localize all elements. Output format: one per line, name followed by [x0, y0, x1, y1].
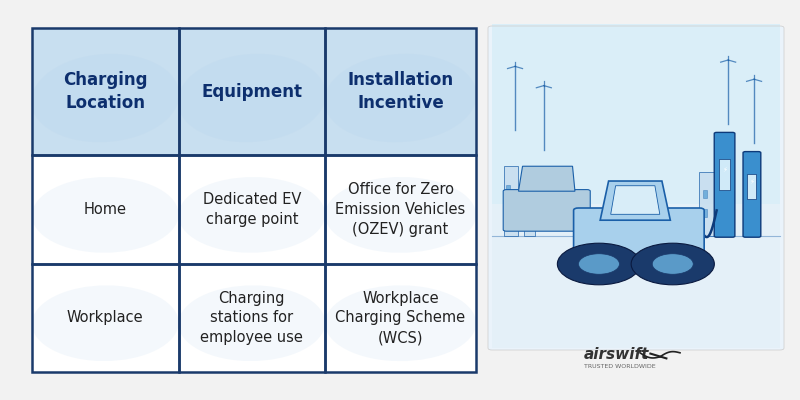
Ellipse shape [178, 177, 325, 253]
Ellipse shape [32, 285, 178, 361]
Bar [526, 199, 529, 205]
Text: Workplace: Workplace [67, 310, 143, 325]
Bar [492, 24, 780, 204]
Ellipse shape [32, 177, 178, 253]
Bar [503, 166, 518, 236]
Polygon shape [610, 186, 660, 214]
Text: ⚡: ⚡ [750, 179, 754, 185]
Bar [703, 190, 707, 198]
Polygon shape [178, 264, 325, 372]
Bar [526, 214, 529, 221]
FancyBboxPatch shape [488, 26, 784, 350]
Text: airswift: airswift [584, 347, 650, 362]
Bar [747, 174, 757, 198]
Bar [524, 185, 535, 236]
Text: Installation
Incentive: Installation Incentive [347, 71, 454, 112]
Polygon shape [325, 264, 476, 372]
Circle shape [558, 243, 641, 285]
Polygon shape [325, 155, 476, 264]
Polygon shape [518, 166, 575, 191]
Text: Home: Home [84, 202, 126, 217]
Bar [722, 191, 734, 236]
Polygon shape [32, 28, 178, 155]
Text: Office for Zero
Emission Vehicles
(OZEV) grant: Office for Zero Emission Vehicles (OZEV)… [335, 182, 466, 237]
Bar [506, 185, 510, 194]
Bar [703, 209, 707, 217]
Polygon shape [32, 155, 178, 264]
Bar [725, 204, 727, 209]
Bar [742, 178, 757, 236]
Text: TRUSTED WORLDWIDE: TRUSTED WORLDWIDE [584, 364, 656, 369]
Circle shape [631, 243, 714, 285]
Bar [492, 204, 780, 348]
Text: Dedicated EV
charge point: Dedicated EV charge point [202, 192, 301, 227]
Polygon shape [178, 28, 325, 155]
Ellipse shape [325, 285, 476, 361]
Ellipse shape [325, 54, 477, 142]
Ellipse shape [31, 54, 179, 142]
Circle shape [652, 254, 694, 274]
Ellipse shape [178, 285, 325, 361]
Bar [719, 159, 730, 190]
FancyBboxPatch shape [574, 208, 704, 267]
Text: ⚡: ⚡ [722, 166, 727, 172]
Text: Workplace
Charging Scheme
(WCS): Workplace Charging Scheme (WCS) [335, 290, 466, 345]
Bar [506, 206, 510, 215]
Bar [746, 194, 749, 202]
Polygon shape [32, 264, 178, 372]
Text: Charging
Location: Charging Location [63, 71, 147, 112]
Polygon shape [178, 155, 325, 264]
FancyBboxPatch shape [503, 190, 590, 231]
FancyBboxPatch shape [743, 152, 761, 237]
Circle shape [578, 254, 619, 274]
Polygon shape [325, 28, 476, 155]
Bar [725, 217, 727, 222]
Polygon shape [600, 181, 670, 220]
Ellipse shape [178, 54, 326, 142]
Bar [699, 172, 717, 236]
Bar [746, 212, 749, 219]
Text: Charging
stations for
employee use: Charging stations for employee use [200, 290, 303, 345]
FancyBboxPatch shape [714, 132, 735, 237]
Ellipse shape [325, 177, 476, 253]
Text: Equipment: Equipment [202, 83, 302, 101]
